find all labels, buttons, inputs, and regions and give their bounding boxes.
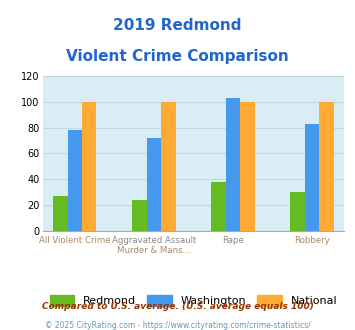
Text: © 2025 CityRating.com - https://www.cityrating.com/crime-statistics/: © 2025 CityRating.com - https://www.city… xyxy=(45,321,310,330)
Text: Aggravated Assault: Aggravated Assault xyxy=(112,236,196,245)
Text: All Violent Crime: All Violent Crime xyxy=(39,236,111,245)
Bar xyxy=(82,102,97,231)
Bar xyxy=(226,98,240,231)
Bar xyxy=(319,102,334,231)
Text: Rape: Rape xyxy=(222,236,244,245)
Text: Robbery: Robbery xyxy=(294,236,330,245)
Bar xyxy=(212,182,226,231)
Bar xyxy=(68,130,82,231)
Text: Compared to U.S. average. (U.S. average equals 100): Compared to U.S. average. (U.S. average … xyxy=(42,302,313,311)
Text: Violent Crime Comparison: Violent Crime Comparison xyxy=(66,50,289,64)
Text: Murder & Mans...: Murder & Mans... xyxy=(117,246,191,255)
Bar xyxy=(290,192,305,231)
Bar xyxy=(240,102,255,231)
Bar xyxy=(132,200,147,231)
Text: 2019 Redmond: 2019 Redmond xyxy=(113,18,242,33)
Bar xyxy=(147,138,161,231)
Legend: Redmond, Washington, National: Redmond, Washington, National xyxy=(45,291,342,311)
Bar xyxy=(305,124,319,231)
Bar xyxy=(161,102,175,231)
Bar xyxy=(53,196,68,231)
